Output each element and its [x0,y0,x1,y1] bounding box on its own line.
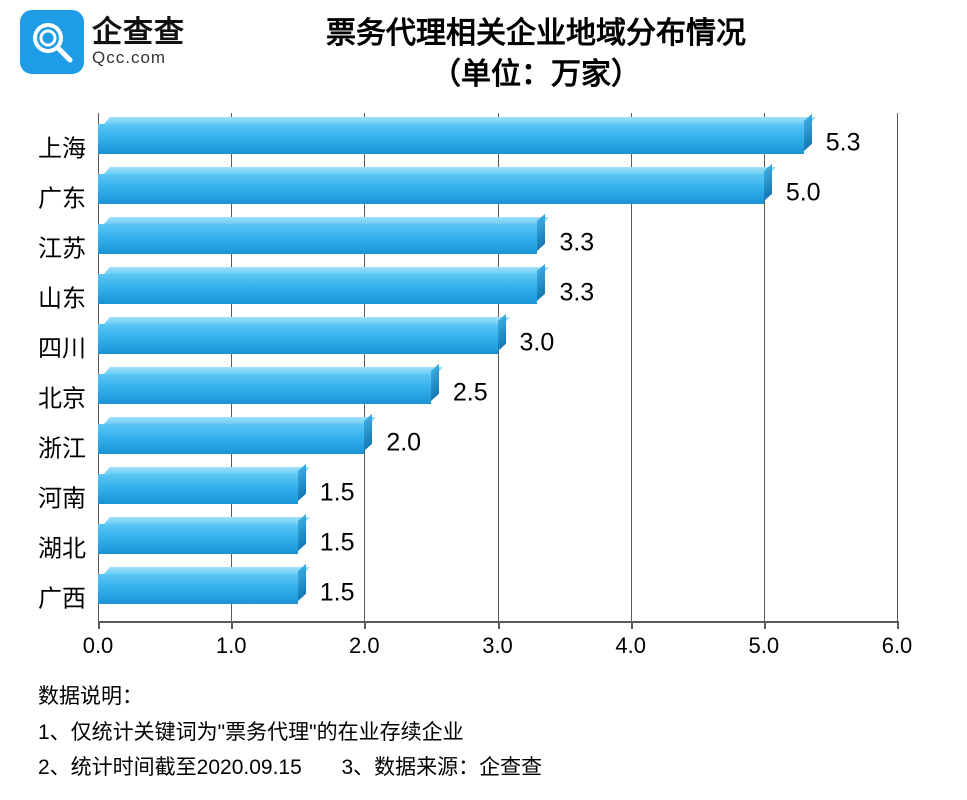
bar-top-face [104,267,549,274]
brand-logo-icon [20,10,84,74]
bar-side-face [298,513,306,550]
bar-value-label: 1.5 [320,579,355,608]
bar-side-face [364,413,372,450]
bar-row: 上海5.3 [98,121,897,171]
category-label: 湖北 [38,529,86,564]
footer-note-3: 3、数据来源：企查查 [341,756,542,779]
bar-top-face [104,517,310,524]
plot-region: 0.01.02.03.04.05.06.0上海5.3广东5.0江苏3.3山东3.… [98,113,897,623]
bar-top-face [104,167,776,174]
x-tick-label: 0.0 [83,633,114,659]
footer-note-2: 2、统计时间截至2020.09.15 [38,756,302,779]
bar-value-label: 2.5 [453,379,488,408]
x-tick-label: 6.0 [882,633,913,659]
bar-top-face [104,567,310,574]
bar-top-face [104,367,443,374]
footer-note-1: 1、仅统计关键词为"票务代理"的在业存续企业 [38,715,937,751]
footer-heading: 数据说明： [38,679,937,715]
bar-value-label: 5.3 [826,129,861,158]
x-tick-label: 1.0 [216,633,247,659]
bar-value-label: 5.0 [786,179,821,208]
bar-front-face [98,574,298,604]
bar [98,124,804,154]
bar-row: 山东3.3 [98,271,897,321]
footer-notes: 数据说明： 1、仅统计关键词为"票务代理"的在业存续企业 2、统计时间截至202… [38,679,937,786]
bar-value-label: 2.0 [386,429,421,458]
bar-side-face [431,363,439,400]
bar-side-face [804,113,812,150]
bar-side-face [537,263,545,300]
bar-value-label: 1.5 [320,479,355,508]
bar-value-label: 3.3 [559,229,594,258]
bar-side-face [498,313,506,350]
chart-title-block: 票务代理相关企业地域分布情况 （单位：万家） [185,10,947,95]
bar-top-face [104,417,376,424]
bar-row: 北京2.5 [98,371,897,421]
bar-top-face [104,217,549,224]
chart-title-line2: （单位：万家） [185,55,887,96]
bar-front-face [98,224,537,254]
bar-front-face [98,174,764,204]
x-tick-label: 5.0 [749,633,780,659]
category-label: 北京 [38,379,86,414]
bar-front-face [98,324,498,354]
bar-row: 四川3.0 [98,321,897,371]
category-label: 广东 [38,179,86,214]
bar-front-face [98,524,298,554]
x-tick-label: 3.0 [482,633,513,659]
bar-front-face [98,374,431,404]
bar-side-face [764,163,772,200]
category-label: 上海 [38,129,86,164]
bar-top-face [104,317,509,324]
category-label: 广西 [38,579,86,614]
category-label: 河南 [38,479,86,514]
chart-title-line1: 票务代理相关企业地域分布情况 [185,14,887,55]
bar [98,224,537,254]
bar-row: 江苏3.3 [98,221,897,271]
brand-text: 企查查 Qcc.com [92,17,185,66]
bar-row: 浙江2.0 [98,421,897,471]
brand-name-cn: 企查查 [92,17,185,49]
x-tick-label: 2.0 [349,633,380,659]
bar-front-face [98,274,537,304]
chart-area: 0.01.02.03.04.05.06.0上海5.3广东5.0江苏3.3山东3.… [30,113,927,673]
bar-row: 广东5.0 [98,171,897,221]
magnifier-icon [29,19,75,65]
bar-side-face [298,563,306,600]
bar-row: 河南1.5 [98,471,897,521]
bar-row: 广西1.5 [98,571,897,621]
bar [98,574,298,604]
bar-front-face [98,424,364,454]
bar-value-label: 1.5 [320,529,355,558]
bar [98,374,431,404]
x-gridline [897,113,898,621]
bar-front-face [98,124,804,154]
bar [98,274,537,304]
x-tick-label: 4.0 [615,633,646,659]
category-label: 江苏 [38,229,86,264]
bar-front-face [98,474,298,504]
header: 企查查 Qcc.com 票务代理相关企业地域分布情况 （单位：万家） [0,0,967,95]
bar-side-face [537,213,545,250]
brand-block: 企查查 Qcc.com [20,10,185,74]
bar [98,174,764,204]
bar [98,524,298,554]
bar [98,424,364,454]
bar-row: 湖北1.5 [98,521,897,571]
category-label: 山东 [38,279,86,314]
bar-value-label: 3.3 [559,279,594,308]
brand-name-en: Qcc.com [92,49,185,67]
bar-top-face [104,467,310,474]
bar-value-label: 3.0 [520,329,555,358]
category-label: 四川 [38,329,86,364]
category-label: 浙江 [38,429,86,464]
bar [98,474,298,504]
bar-side-face [298,463,306,500]
bar-top-face [104,117,816,124]
bar [98,324,498,354]
footer-note-combined: 2、统计时间截至2020.09.15 3、数据来源：企查查 [38,750,937,786]
